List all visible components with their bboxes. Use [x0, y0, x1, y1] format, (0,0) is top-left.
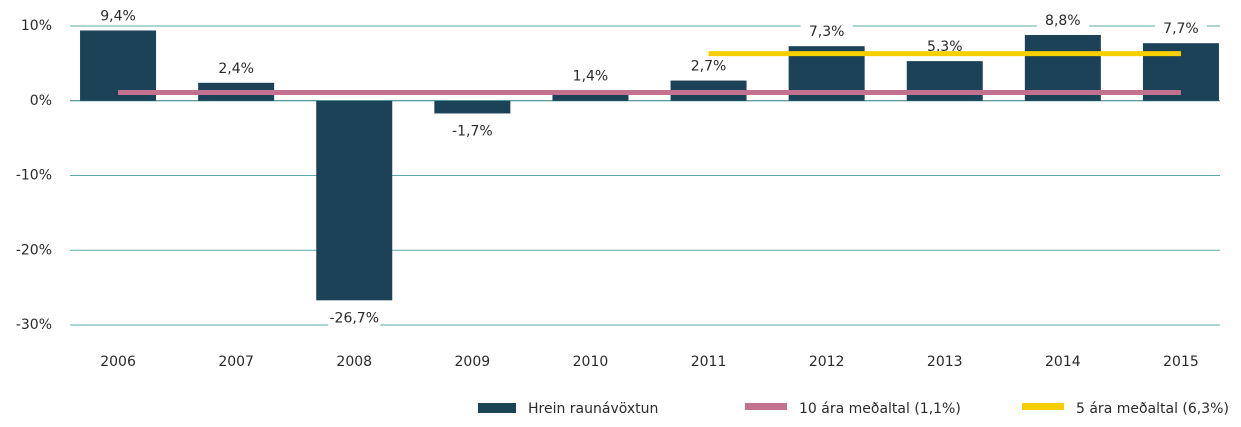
- legend-swatch: [745, 403, 787, 410]
- label-bg: [682, 57, 735, 76]
- x-tick-label: 2015: [1163, 354, 1199, 370]
- y-tick-label: -30%: [16, 317, 52, 333]
- bar: [1024, 34, 1101, 101]
- value-label: -26,7%: [329, 310, 379, 326]
- value-label: 2,4%: [218, 61, 254, 77]
- label-bg: [446, 122, 499, 141]
- y-tick-label: -10%: [16, 168, 52, 184]
- label-bg: [328, 309, 381, 328]
- x-tick-label: 2013: [927, 354, 963, 370]
- value-label: 2,7%: [691, 59, 727, 75]
- bar: [552, 90, 629, 101]
- value-label: 1,4%: [573, 68, 609, 84]
- x-tick-label: 2006: [100, 354, 136, 370]
- x-tick-label: 2007: [218, 354, 254, 370]
- label-bg: [800, 23, 853, 42]
- bar: [434, 100, 511, 114]
- y-tick-label: 0%: [30, 93, 52, 109]
- label-bg: [1036, 11, 1089, 30]
- value-label: 7,7%: [1163, 21, 1199, 37]
- value-label: 9,4%: [100, 8, 136, 24]
- value-label: -1,7%: [452, 123, 493, 139]
- label-bg: [210, 59, 263, 78]
- x-tick-label: 2008: [336, 354, 372, 370]
- value-label: 5,3%: [927, 39, 963, 55]
- label-bg: [92, 7, 145, 26]
- bar: [80, 30, 157, 101]
- x-tick-label: 2011: [691, 354, 727, 370]
- x-tick-label: 2009: [455, 354, 491, 370]
- label-bg: [1154, 20, 1207, 39]
- label-bg: [564, 67, 617, 86]
- legend-label: 5 ára meðaltal (6,3%): [1076, 401, 1229, 417]
- legend-swatch: [1022, 403, 1064, 410]
- x-tick-label: 2014: [1045, 354, 1081, 370]
- value-label: 8,8%: [1045, 13, 1081, 29]
- bar: [316, 100, 393, 301]
- value-label: 7,3%: [809, 24, 845, 40]
- legend-label: Hrein raunávöxtun: [528, 401, 658, 417]
- legend-swatch: [478, 403, 516, 413]
- legend-label: 10 ára meðaltal (1,1%): [799, 401, 961, 417]
- y-tick-label: 10%: [21, 18, 52, 34]
- x-tick-label: 2010: [573, 354, 609, 370]
- x-tick-label: 2012: [809, 354, 845, 370]
- y-tick-label: -20%: [16, 242, 52, 258]
